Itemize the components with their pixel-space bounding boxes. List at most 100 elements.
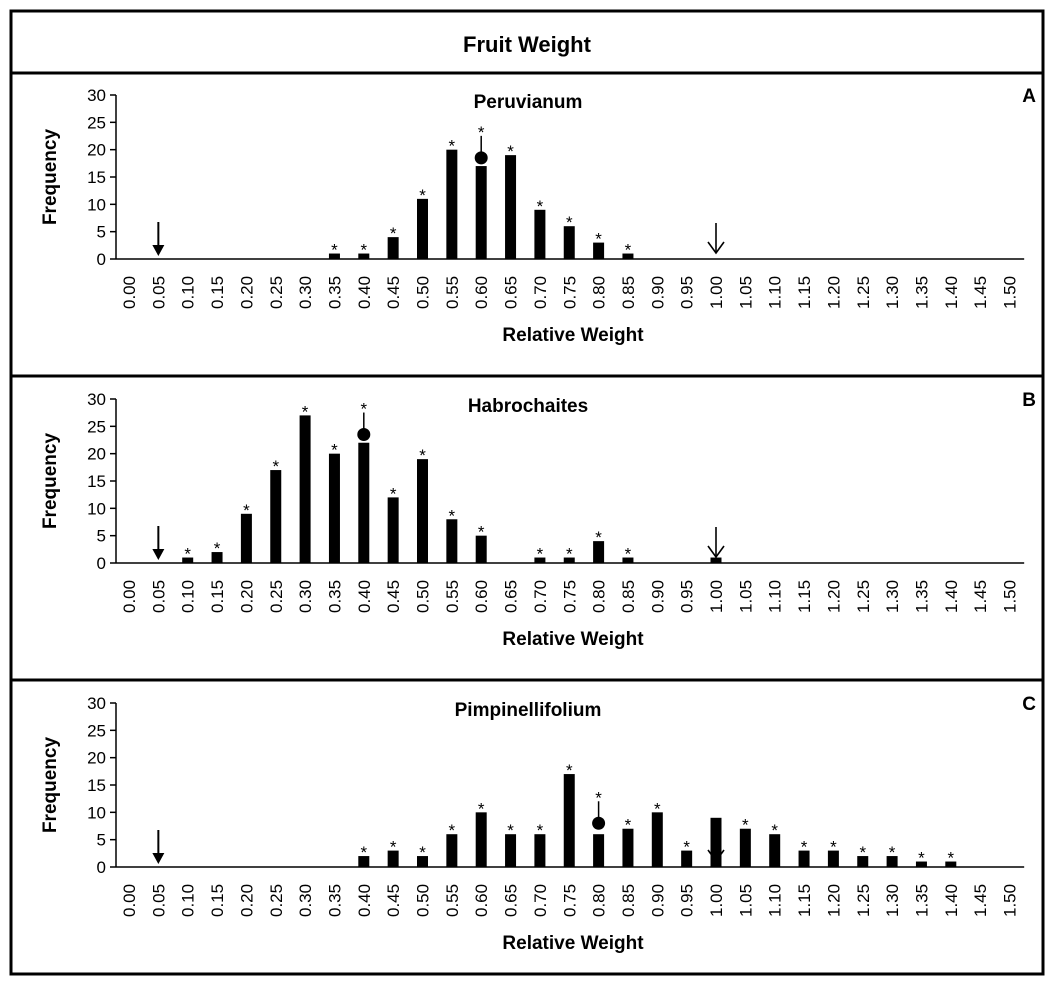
bar [886, 856, 898, 867]
significance-star: * [830, 838, 837, 857]
panel-title: Pimpinellifolium [455, 700, 602, 721]
significance-star: * [742, 816, 749, 835]
x-tick-label: 1.05 [736, 580, 755, 613]
x-tick-label: 0.65 [502, 884, 521, 917]
x-tick-label: 0.90 [648, 884, 667, 917]
significance-star: * [566, 545, 573, 564]
x-tick-label: 1.40 [942, 276, 961, 309]
x-tick-label: 0.25 [267, 580, 286, 613]
y-tick-label: 30 [87, 390, 106, 409]
bar [593, 242, 605, 259]
x-tick-label: 1.40 [942, 884, 961, 917]
x-tick-label: 0.00 [120, 884, 139, 917]
significance-star: * [272, 457, 279, 476]
significance-star: * [625, 816, 632, 835]
bar [270, 470, 282, 563]
open-arrow-head [707, 849, 725, 863]
x-tick-label: 0.95 [678, 276, 697, 309]
significance-star: * [918, 849, 925, 868]
significance-star: * [771, 821, 778, 840]
y-tick-label: 25 [87, 417, 106, 436]
y-axis-label: Frequency [40, 737, 61, 834]
x-tick-label: 0.80 [590, 276, 609, 309]
significance-star: * [449, 137, 456, 156]
significance-star: * [537, 545, 544, 564]
y-tick-label: 15 [87, 776, 106, 795]
significance-star: * [625, 241, 632, 260]
y-tick-label: 25 [87, 721, 106, 740]
bar [563, 226, 575, 259]
bar [622, 557, 634, 563]
filled-arrow-head [152, 549, 165, 560]
bar [446, 519, 458, 563]
x-tick-label: 0.90 [648, 276, 667, 309]
bar [417, 459, 428, 563]
y-tick-label: 0 [97, 858, 106, 877]
bar [505, 834, 517, 867]
x-tick-label: 0.10 [179, 884, 198, 917]
bar [417, 856, 428, 867]
x-tick-label: 0.70 [531, 276, 550, 309]
x-tick-label: 0.45 [384, 580, 403, 613]
x-tick-label: 0.05 [149, 884, 168, 917]
x-tick-label: 0.45 [384, 276, 403, 309]
bar [945, 861, 957, 867]
bar [240, 513, 252, 563]
bar [387, 497, 399, 563]
panel-c: Pimpinellifolium C 0 5 10 15 20 25 30 Frequency 0.… [40, 694, 1036, 954]
x-tick-label: 0.80 [590, 580, 609, 613]
x-tick-label: 0.25 [267, 276, 286, 309]
x-tick-label: 0.10 [179, 276, 198, 309]
x-tick-label: 0.60 [472, 884, 491, 917]
y-tick-label: 10 [87, 803, 106, 822]
bar [534, 834, 546, 867]
filled-arrow-head [152, 245, 165, 256]
x-tick-label: 0.00 [120, 276, 139, 309]
x-tick-label: 1.20 [824, 276, 843, 309]
x-tick-label: 0.40 [355, 276, 374, 309]
significance-star: * [360, 843, 367, 862]
x-tick-label: 0.90 [648, 580, 667, 613]
x-tick-label: 1.45 [971, 884, 990, 917]
x-tick-label: 1.30 [883, 276, 902, 309]
x-tick-label: 0.95 [678, 884, 697, 917]
x-tick-label: 0.55 [443, 884, 462, 917]
x-tick-label: 1.05 [736, 276, 755, 309]
x-tick-label: 1.20 [824, 884, 843, 917]
bar [593, 541, 605, 563]
x-tick-label: 0.45 [384, 884, 403, 917]
significance-star: * [419, 446, 426, 465]
bar [358, 253, 370, 259]
open-arrow-head [707, 545, 725, 559]
x-tick-label: 0.40 [355, 884, 374, 917]
x-axis-label: Relative Weight [502, 933, 644, 954]
x-tick-label: 0.75 [560, 884, 579, 917]
significance-star: * [390, 224, 397, 243]
x-tick-label: 0.30 [296, 580, 315, 613]
x-tick-label: 1.35 [912, 580, 931, 613]
x-tick-label: 0.75 [560, 580, 579, 613]
x-tick-label: 0.50 [414, 580, 433, 613]
mean-marker-dot [592, 816, 606, 830]
x-tick-label: 1.05 [736, 884, 755, 917]
bar [915, 861, 927, 867]
y-tick-label: 20 [87, 749, 106, 768]
bar [827, 850, 839, 867]
bar [681, 850, 693, 867]
significance-star: * [184, 545, 191, 564]
x-tick-label: 0.65 [502, 276, 521, 309]
x-tick-label: 1.15 [795, 580, 814, 613]
significance-star: * [566, 761, 573, 780]
bar [798, 850, 810, 867]
significance-star: * [419, 186, 426, 205]
figure-title: Fruit Weight [463, 32, 592, 57]
bar [299, 415, 311, 563]
x-tick-label: 0.60 [472, 580, 491, 613]
x-axis-label: Relative Weight [502, 325, 644, 346]
y-tick-label: 25 [87, 113, 106, 132]
y-tick-label: 15 [87, 472, 106, 491]
outer-border [9, 9, 1045, 976]
panel-b: Habrochaites B 0 5 10 15 20 25 30 Frequency 0.00 0.… [40, 390, 1036, 650]
y-tick-label: 5 [97, 223, 106, 242]
